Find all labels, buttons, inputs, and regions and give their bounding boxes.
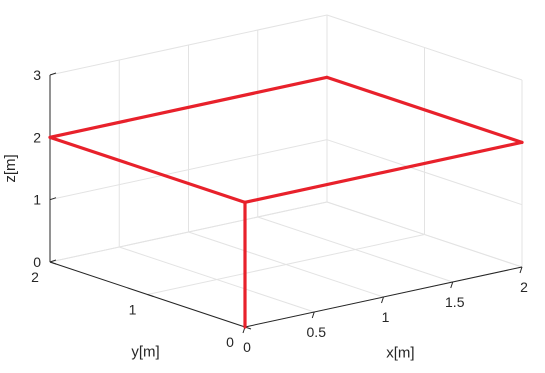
x-tick-mark: [519, 266, 523, 274]
x-axis-label: x[m]: [386, 345, 414, 362]
grid-line-back-z: [49, 14, 328, 76]
z-tick-mark: [49, 259, 57, 263]
series-segment: [243, 140, 524, 204]
x-tick-mark: [450, 281, 454, 289]
series-layer: [48, 75, 524, 329]
x-tick-mark: [381, 296, 384, 304]
series-segment: [48, 135, 247, 204]
z-tick-label: 2: [33, 129, 41, 145]
axis-layer: [49, 72, 523, 334]
z-tick-label: 0: [33, 254, 41, 270]
y-tick-mark: [49, 261, 57, 265]
grid-line-back-z: [49, 201, 328, 263]
y-axis-label: y[m]: [131, 344, 159, 361]
z-tick-label: 1: [33, 192, 41, 208]
x-tick-label: 0: [243, 339, 251, 355]
z-tick-mark: [49, 197, 57, 201]
x-tick-label: 1: [382, 309, 390, 325]
y-tick-mark: [147, 294, 154, 297]
y-tick-label: 1: [129, 302, 137, 318]
series-segment: [48, 75, 329, 139]
x-tick-mark: [311, 311, 315, 319]
grid-line-side-z: [326, 14, 523, 81]
y-tick-label: 2: [31, 269, 39, 285]
grid-line-side-z: [326, 139, 523, 206]
z-axis-label: z[m]: [2, 154, 19, 182]
grid-line-back-z: [49, 139, 328, 201]
z-tick-label: 3: [33, 67, 41, 83]
y-tick-label: 0: [226, 334, 234, 350]
x-tick-label: 0.5: [307, 324, 327, 340]
grid-line-floor-y: [147, 234, 425, 295]
grid-layer: [49, 14, 523, 328]
x-tick-label: 1.5: [445, 294, 465, 310]
z-tick-mark: [49, 72, 57, 76]
series-segment: [325, 75, 524, 144]
x-tick-label: 2: [520, 279, 528, 295]
grid-line-side-z: [326, 201, 523, 268]
